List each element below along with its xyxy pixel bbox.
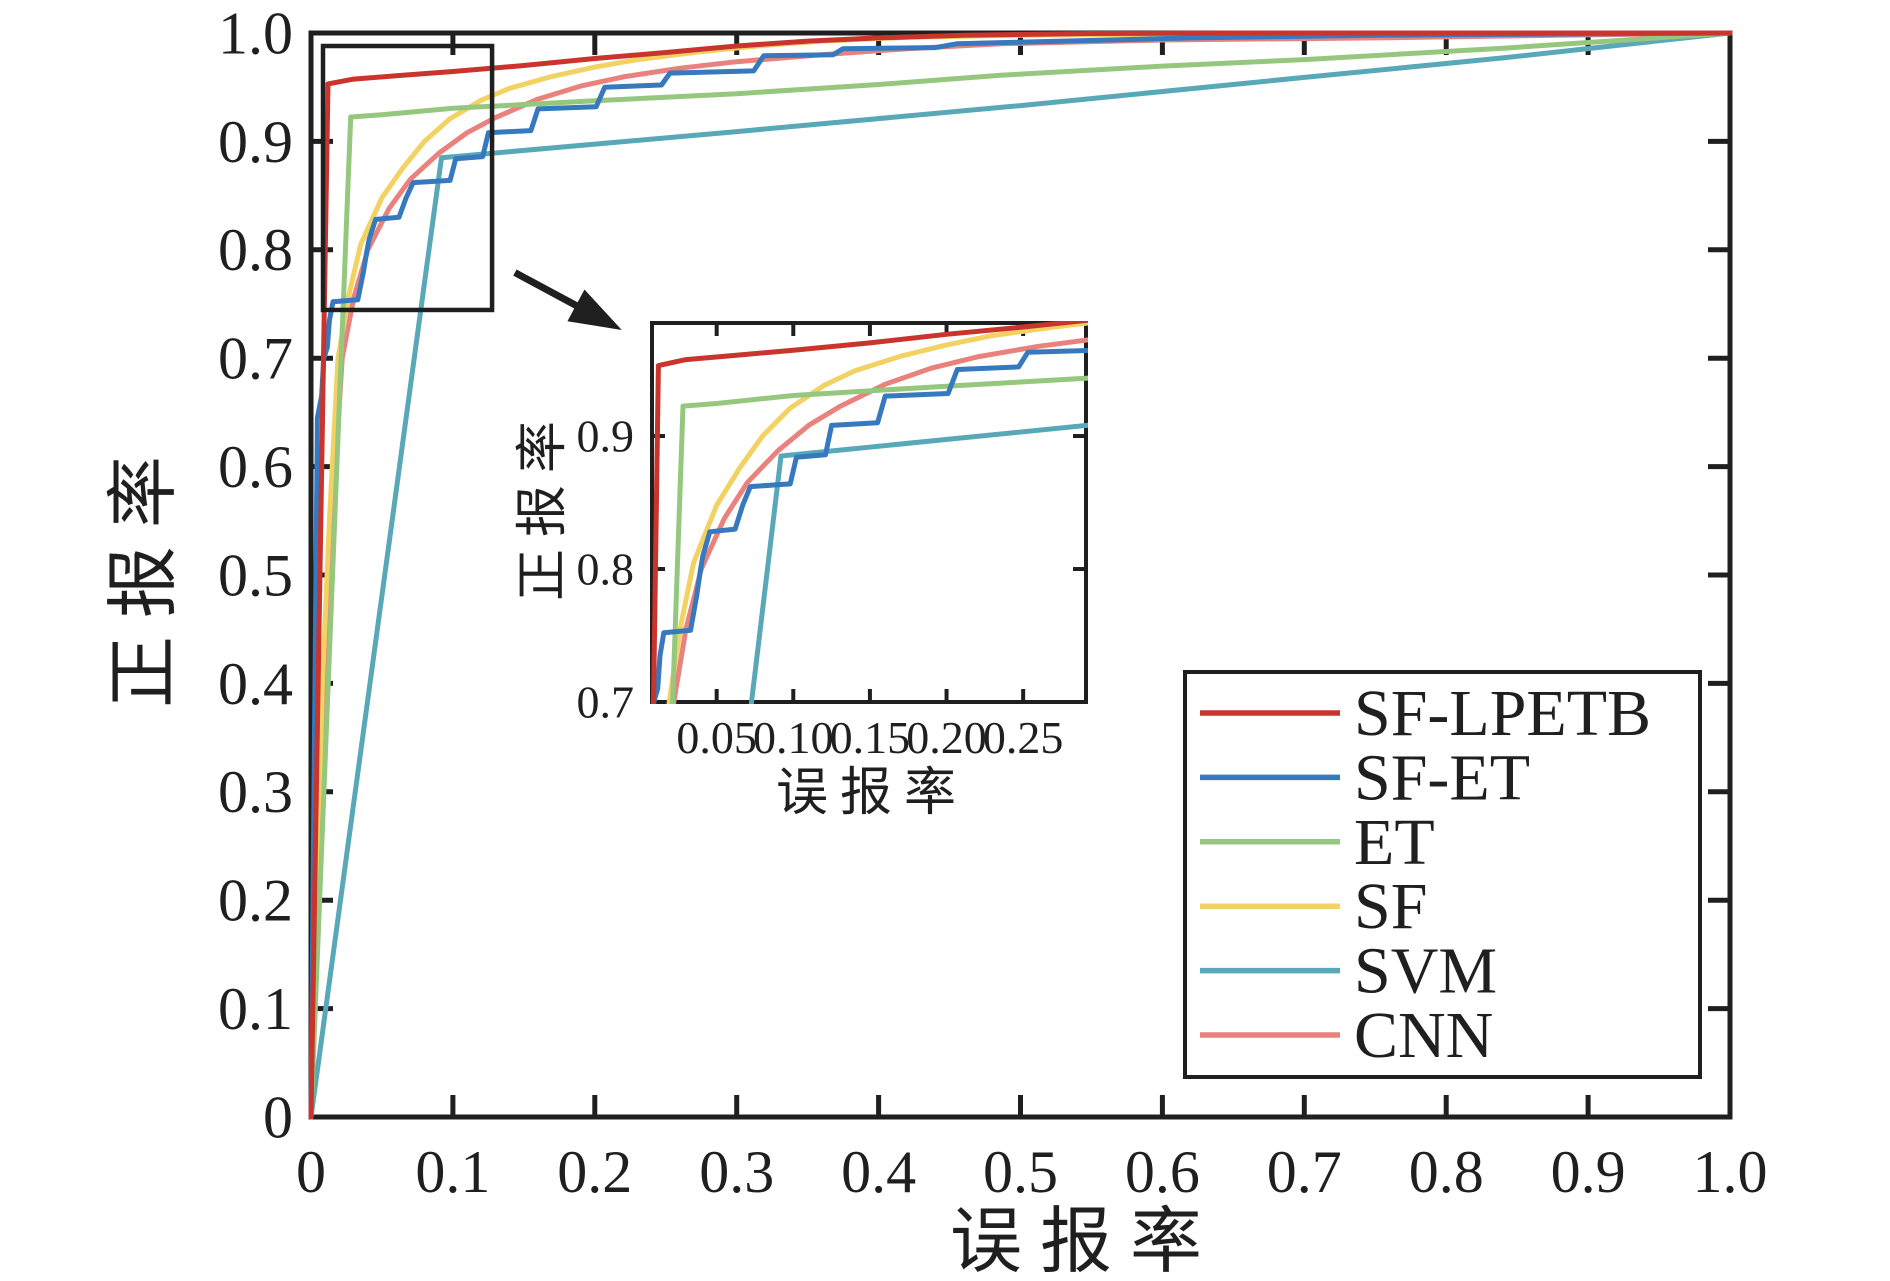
legend-box [1183, 670, 1702, 1079]
inset-plot-series-line-SF-LPETB [650, 321, 1088, 704]
legend-label-SVM: SVM [1354, 935, 1497, 1008]
main-axes-xtick-label: 0.8 [1409, 1139, 1484, 1205]
zoom-arrow-head-icon [567, 289, 622, 331]
inset-axes-xtick-label: 0.15 [830, 712, 911, 763]
legend-label-SF-LPETB: SF-LPETB [1354, 677, 1651, 750]
legend-label-ET: ET [1354, 806, 1435, 879]
main-plot-series-line-SVM [308, 30, 1733, 1120]
main-axes-ytick-label: 0.7 [218, 326, 293, 392]
main-axes-ytick-label: 0.5 [218, 542, 293, 608]
main-axes-ytick-label: 0 [263, 1084, 293, 1150]
main-axes-ytick-label: 0.3 [218, 759, 293, 825]
main-axes-ytick-label: 0.9 [218, 109, 293, 175]
main-axes-xtick-label: 0.2 [557, 1139, 632, 1205]
main-axes-ytick-label: 0.4 [218, 651, 293, 717]
main-axes: 0 0.1 0.2 0.3 0.4 0.5 0.6 0.7 0.8 0.9 1.0 0 0.1 0.2 0.… [218, 0, 1768, 1205]
main-axes-xtick-label: 0.9 [1551, 1139, 1626, 1205]
main-axes-ytick-label: 0.1 [218, 976, 293, 1042]
inset-axes-ytick-label: 0.9 [577, 411, 635, 462]
legend-label-SF: SF [1354, 870, 1427, 943]
zoom-arrow-line [513, 269, 583, 312]
main-axes-ytick-label: 0.2 [218, 868, 293, 934]
main-axes-xtick-label: 0 [296, 1139, 326, 1205]
inset-axes-xtick-label: 0.10 [753, 712, 834, 763]
main-plot-series-line-SF-LPETB [308, 30, 1733, 1120]
inset-axes-xtick-label: 0.25 [983, 712, 1064, 763]
main-axes-ytick-label: 0.6 [218, 434, 293, 500]
main-axes-xtick-label: 0.1 [415, 1139, 490, 1205]
main-axes-xtick-label: 0.6 [1125, 1139, 1200, 1205]
inset-plot-series-line-SF-ET [651, 348, 1088, 704]
inset-plot-series-line-CNN [671, 337, 1088, 704]
chart-root: 0 0.1 0.2 0.3 0.4 0.5 0.6 0.7 0.8 0.9 1.0 0 0.1 0.2 0.… [218, 0, 1768, 1205]
inset-axes-ytick-label: 0.7 [577, 677, 635, 728]
inset-x-axis-label: 误报率 [776, 765, 968, 822]
main-axes-ytick-label: 1.0 [218, 0, 293, 66]
zoom-region-box [320, 43, 495, 313]
main-axes-xtick-label: 1.0 [1693, 1139, 1768, 1205]
main-axes-ytick-label: 0.8 [218, 217, 293, 283]
main-axes-xtick-label: 0.4 [841, 1139, 916, 1205]
x-axis-label: 误报率 [950, 1202, 1220, 1281]
inset-axes-xtick-label: 0.05 [676, 712, 757, 763]
inset-y-axis-label: 正报率 [515, 409, 572, 601]
inset-axes-ytick-label: 0.8 [577, 544, 635, 595]
legend-label-SF-ET: SF-ET [1354, 741, 1530, 814]
inset-plot-series-line-ET [670, 375, 1088, 704]
main-plot-series-line-ET [308, 30, 1733, 1120]
main-axes-xtick-label: 0.5 [983, 1139, 1058, 1205]
inset-plot [650, 321, 1088, 704]
legend-label-CNN: CNN [1354, 999, 1493, 1072]
inset-axes-xtick-label: 0.20 [906, 712, 987, 763]
main-axes-xtick-label: 0.7 [1267, 1139, 1342, 1205]
y-axis-label: 正报率 [104, 438, 184, 708]
main-axes-xtick-label: 0.3 [699, 1139, 774, 1205]
main-plot [308, 30, 1733, 1120]
inset-plot-series-line-SVM [748, 422, 1088, 704]
inset-axes: 0.050.100.150.200.25 0.7 0.8 0.9 [577, 321, 1088, 763]
